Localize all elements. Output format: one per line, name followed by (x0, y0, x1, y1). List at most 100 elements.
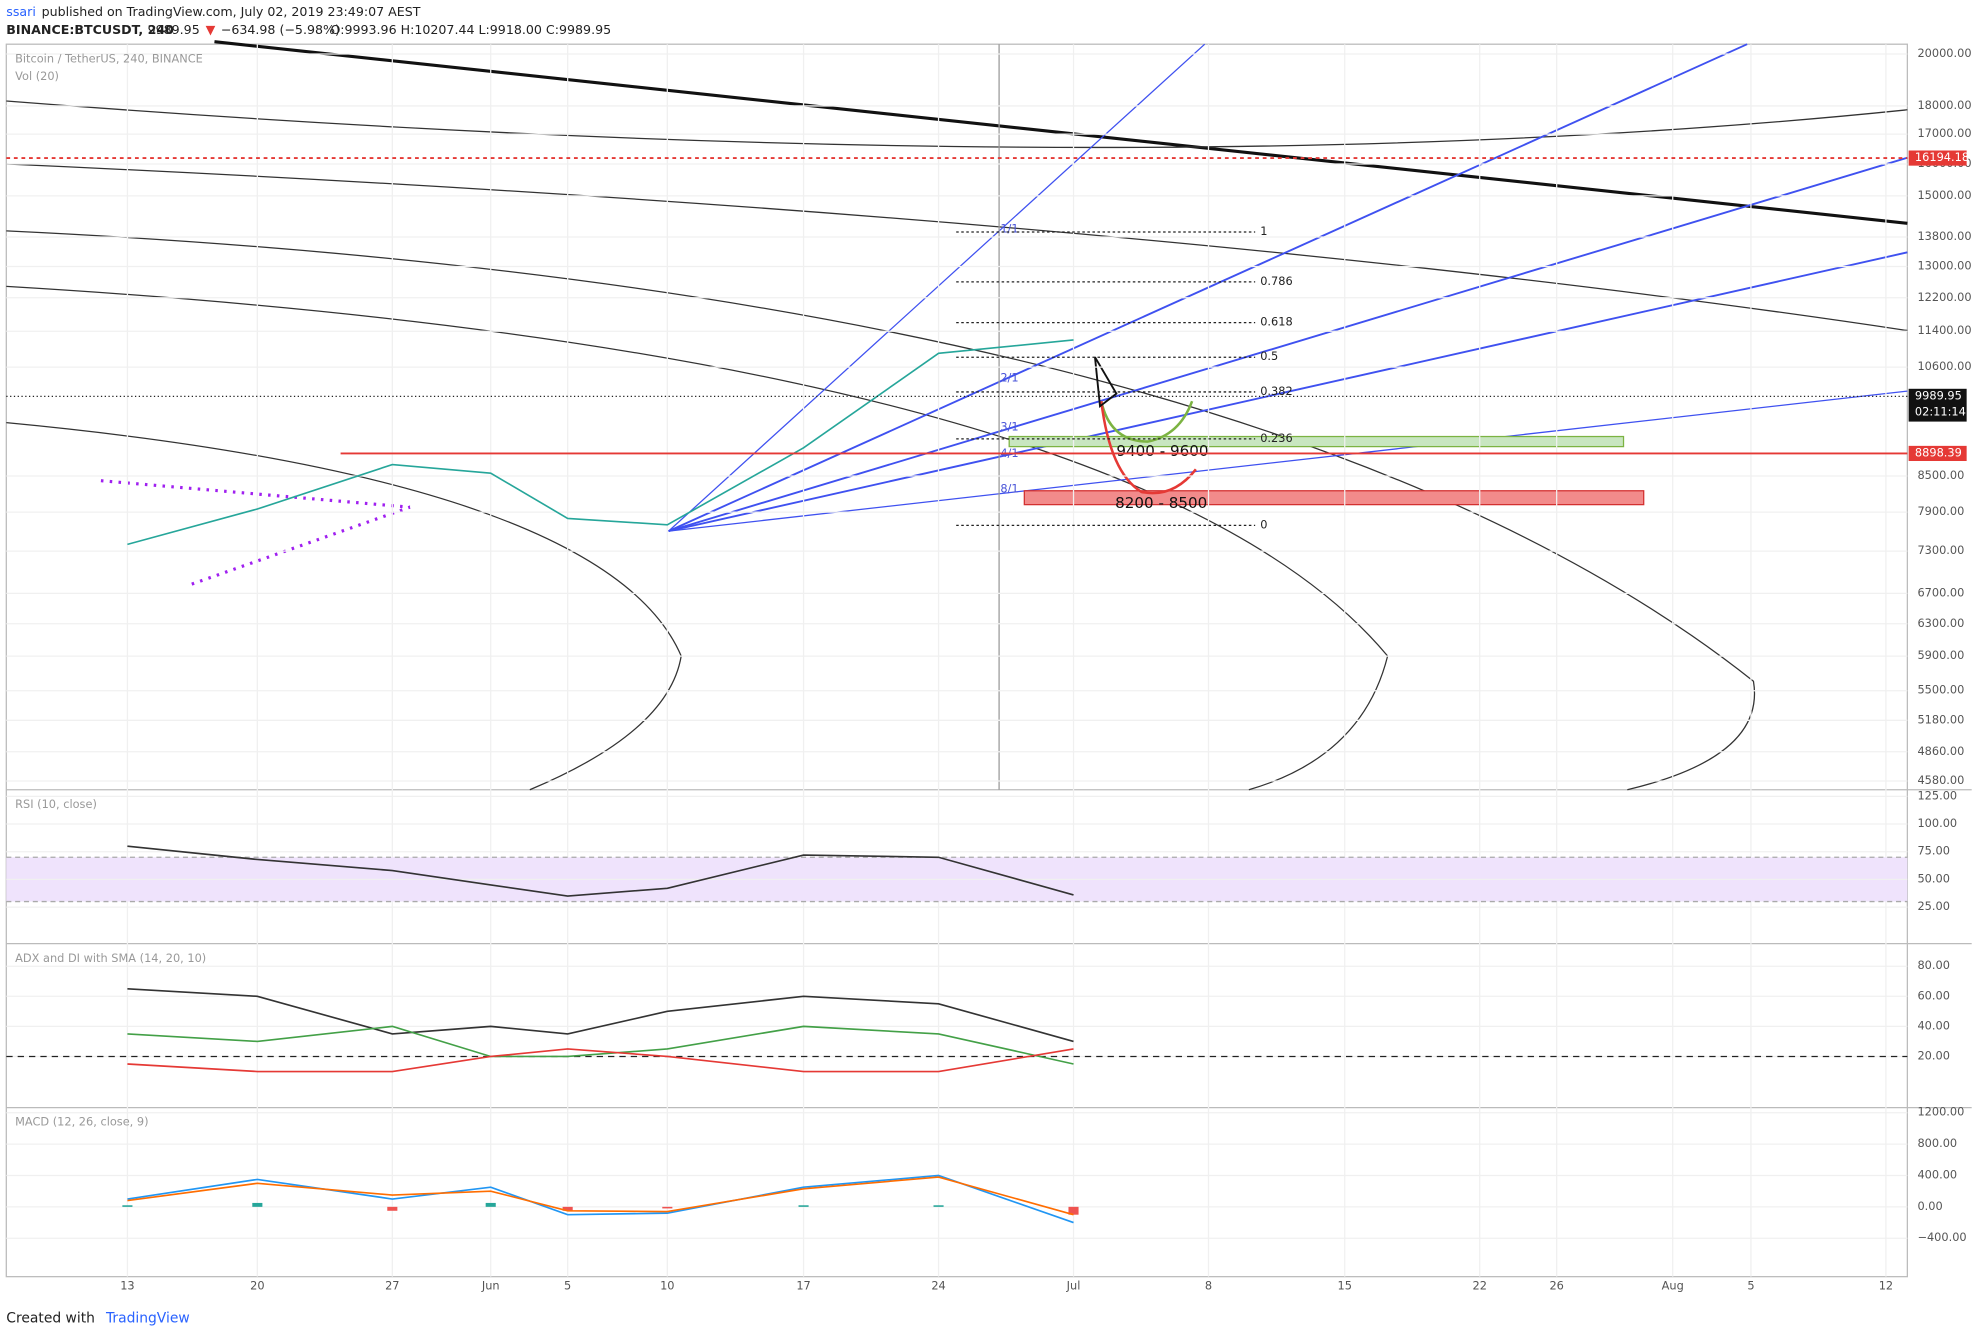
gann-line (668, 390, 1908, 532)
x-tick-label: Jun (481, 1279, 500, 1293)
y-tick-label: 13000.00 (1917, 258, 1971, 272)
y-tick-label: 8500.00 (1917, 468, 1964, 482)
frame (5, 43, 1908, 1278)
y-tick-label: 80.00 (1917, 958, 1949, 972)
x-tick-label: 17 (796, 1279, 810, 1293)
y-tick-label: 7900.00 (1917, 504, 1964, 518)
trendline (214, 40, 1908, 225)
gann-line (668, 156, 1908, 533)
y-tick-label: 0.00 (1917, 1199, 1942, 1213)
level-tag (1908, 445, 1967, 462)
y-tick-label: 400.00 (1917, 1167, 1957, 1181)
footer-text: Created with (6, 1310, 95, 1326)
y-tick-label: 100.00 (1917, 816, 1957, 830)
price-line (127, 339, 1074, 546)
y-tick-label: 11400.00 (1917, 323, 1971, 337)
fib-label: 0.5 (1260, 349, 1278, 363)
y-tick-label: 125.00 (1917, 788, 1957, 802)
wedge (1094, 356, 1118, 409)
histogram-bar (485, 1202, 496, 1207)
x-tick-label: 13 (120, 1279, 134, 1293)
countdown: 02:11:14 (1915, 405, 1966, 419)
fib-label: 0.618 (1260, 315, 1292, 329)
series-line (127, 987, 1074, 1043)
arrow (1100, 401, 1197, 495)
fib-label: 0 (1260, 517, 1267, 531)
zone-label: 9400 - 9600 (1116, 442, 1208, 460)
y-tick-label: 12200.00 (1917, 290, 1971, 304)
gann-label: 2/1 (1000, 370, 1018, 384)
y-tick-label: 20000.00 (1917, 46, 1971, 60)
y-tick-label: 4860.00 (1917, 744, 1964, 758)
triangle (100, 479, 411, 509)
panel-title: RSI (10, close) (15, 797, 97, 811)
y-tick-label: 25.00 (1917, 899, 1949, 913)
histogram-bar (562, 1206, 573, 1211)
y-tick-label: 6700.00 (1917, 585, 1964, 599)
panel-title: MACD (12, 26, close, 9) (15, 1115, 148, 1129)
x-tick-label: 26 (1549, 1279, 1563, 1293)
y-tick-label: 5180.00 (1917, 712, 1964, 726)
x-tick-label: 8 (1205, 1279, 1212, 1293)
y-tick-label: 5900.00 (1917, 648, 1964, 662)
series-line (127, 1025, 1074, 1065)
panels (5, 43, 1972, 1278)
histogram-bar (662, 1206, 673, 1209)
y-tick-label: 5500.00 (1917, 683, 1964, 697)
level-label: 8898.39 (1915, 445, 1962, 459)
fib-label: 0.786 (1260, 274, 1292, 288)
level-label: 16194.18 (1915, 150, 1969, 164)
histogram-bar (933, 1205, 944, 1207)
triangle (191, 505, 411, 586)
panel-title: ADX and DI with SMA (14, 20, 10) (15, 951, 206, 965)
x-tick-label: 22 (1472, 1279, 1486, 1293)
y-tick-label: 15000.00 (1917, 188, 1971, 202)
y-tick-label: −400.00 (1917, 1230, 1966, 1244)
panel-title: Bitcoin / TetherUS, 240, BINANCE (15, 51, 203, 65)
histogram-bar (122, 1205, 133, 1207)
y-tick-label: 18000.00 (1917, 98, 1971, 112)
zone-label: 8200 - 8500 (1115, 494, 1207, 512)
x-tick-label: 10 (660, 1279, 674, 1293)
fib-label: 0.236 (1260, 431, 1292, 445)
series-line (127, 1174, 1074, 1224)
gann-line (668, 251, 1908, 533)
arc (6, 100, 1908, 149)
arrow (1100, 400, 1194, 443)
y-tick-label: 13800.00 (1917, 229, 1971, 243)
x-tick-label: 27 (385, 1279, 399, 1293)
gann-line (668, 43, 1206, 532)
y-tick-label: 50.00 (1917, 871, 1949, 885)
y-tick-label: 60.00 (1917, 988, 1949, 1002)
x-tick-label: 24 (931, 1279, 945, 1293)
footer-brand[interactable]: TradingView (105, 1310, 190, 1326)
y-tick-label: 75.00 (1917, 844, 1949, 858)
histogram-bar (252, 1202, 263, 1207)
histogram-bar (387, 1206, 398, 1211)
x-tick-label: 5 (564, 1279, 571, 1293)
series-line (127, 845, 1074, 897)
arc (6, 230, 1756, 791)
y-tick-label: 4580.00 (1917, 773, 1964, 787)
change: −634.98 (−5.98%) (221, 22, 340, 37)
drawings (6, 40, 1908, 791)
y-tick-label: 1200.00 (1917, 1105, 1964, 1119)
x-tick-label: Aug (1662, 1279, 1684, 1293)
y-tick-label: 17000.00 (1917, 126, 1971, 140)
arc (6, 422, 682, 791)
gann-label: 1/1 (1000, 222, 1018, 236)
y-tick-label: 40.00 (1917, 1018, 1949, 1032)
series-line (127, 1176, 1074, 1216)
panel-subtitle: Vol (20) (15, 69, 59, 83)
level-tag (1908, 150, 1967, 166)
price: 9989.95 (148, 22, 200, 37)
symbol: BINANCE:BTCUSDT, 240 (6, 22, 174, 37)
author[interactable]: ssari (6, 4, 36, 19)
last-price-tag (1908, 388, 1967, 422)
zone (1008, 435, 1625, 448)
fib-label: 0.382 (1260, 384, 1292, 398)
x-tick-label: 12 (1879, 1279, 1893, 1293)
arc (6, 163, 1908, 332)
